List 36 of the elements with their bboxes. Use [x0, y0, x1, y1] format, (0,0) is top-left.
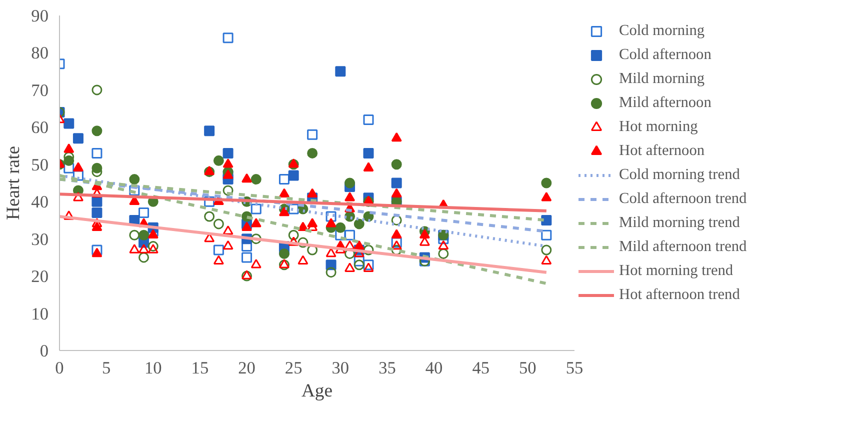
legend-label: Cold morning trend — [619, 165, 740, 185]
x-tick-label: 40 — [425, 358, 443, 378]
legend-label: Hot morning — [619, 117, 698, 137]
legend-label: Cold morning — [619, 21, 705, 41]
legend-label: Hot afternoon trend — [619, 285, 740, 305]
legend-label: Hot morning trend — [619, 261, 734, 281]
x-tick-label: 30 — [332, 358, 350, 378]
y-tick-label: 70 — [31, 80, 48, 100]
x-tick-label: 50 — [519, 358, 536, 378]
y-tick-label: 0 — [40, 342, 49, 360]
x-tick-label: 5 — [102, 358, 111, 378]
legend-label: Cold afternoon trend — [619, 189, 747, 209]
y-tick-label: 40 — [31, 192, 48, 212]
x-tick-label: 10 — [144, 358, 162, 378]
y-tick-label: 30 — [31, 230, 48, 249]
legend-label: Mild afternoon trend — [619, 237, 747, 257]
y-tick-label: 80 — [31, 44, 48, 63]
y-tick-label: 50 — [31, 155, 48, 174]
legend-label: Mild afternoon — [619, 93, 712, 113]
y-tick-label: 10 — [31, 304, 48, 324]
legend-label: Hot afternoon — [619, 141, 705, 161]
legend-label: Cold afternoon — [619, 45, 712, 65]
x-axis-title: Age — [301, 380, 333, 402]
y-tick-label: 90 — [31, 6, 48, 26]
x-tick-label: 35 — [378, 358, 396, 378]
x-tick-label: 45 — [472, 358, 490, 378]
x-tick-label: 20 — [238, 358, 256, 378]
y-tick-label: 20 — [31, 267, 48, 286]
x-tick-label: 15 — [191, 358, 209, 378]
x-tick-label: 25 — [284, 358, 302, 378]
legend-label: Mild morning trend — [619, 213, 740, 233]
y-axis-title: Heart rate — [3, 146, 24, 220]
x-tick-label: 55 — [566, 358, 584, 378]
legend-label: Mild morning — [619, 69, 705, 89]
x-tick-label: 0 — [55, 358, 64, 378]
y-tick-label: 60 — [31, 118, 48, 138]
